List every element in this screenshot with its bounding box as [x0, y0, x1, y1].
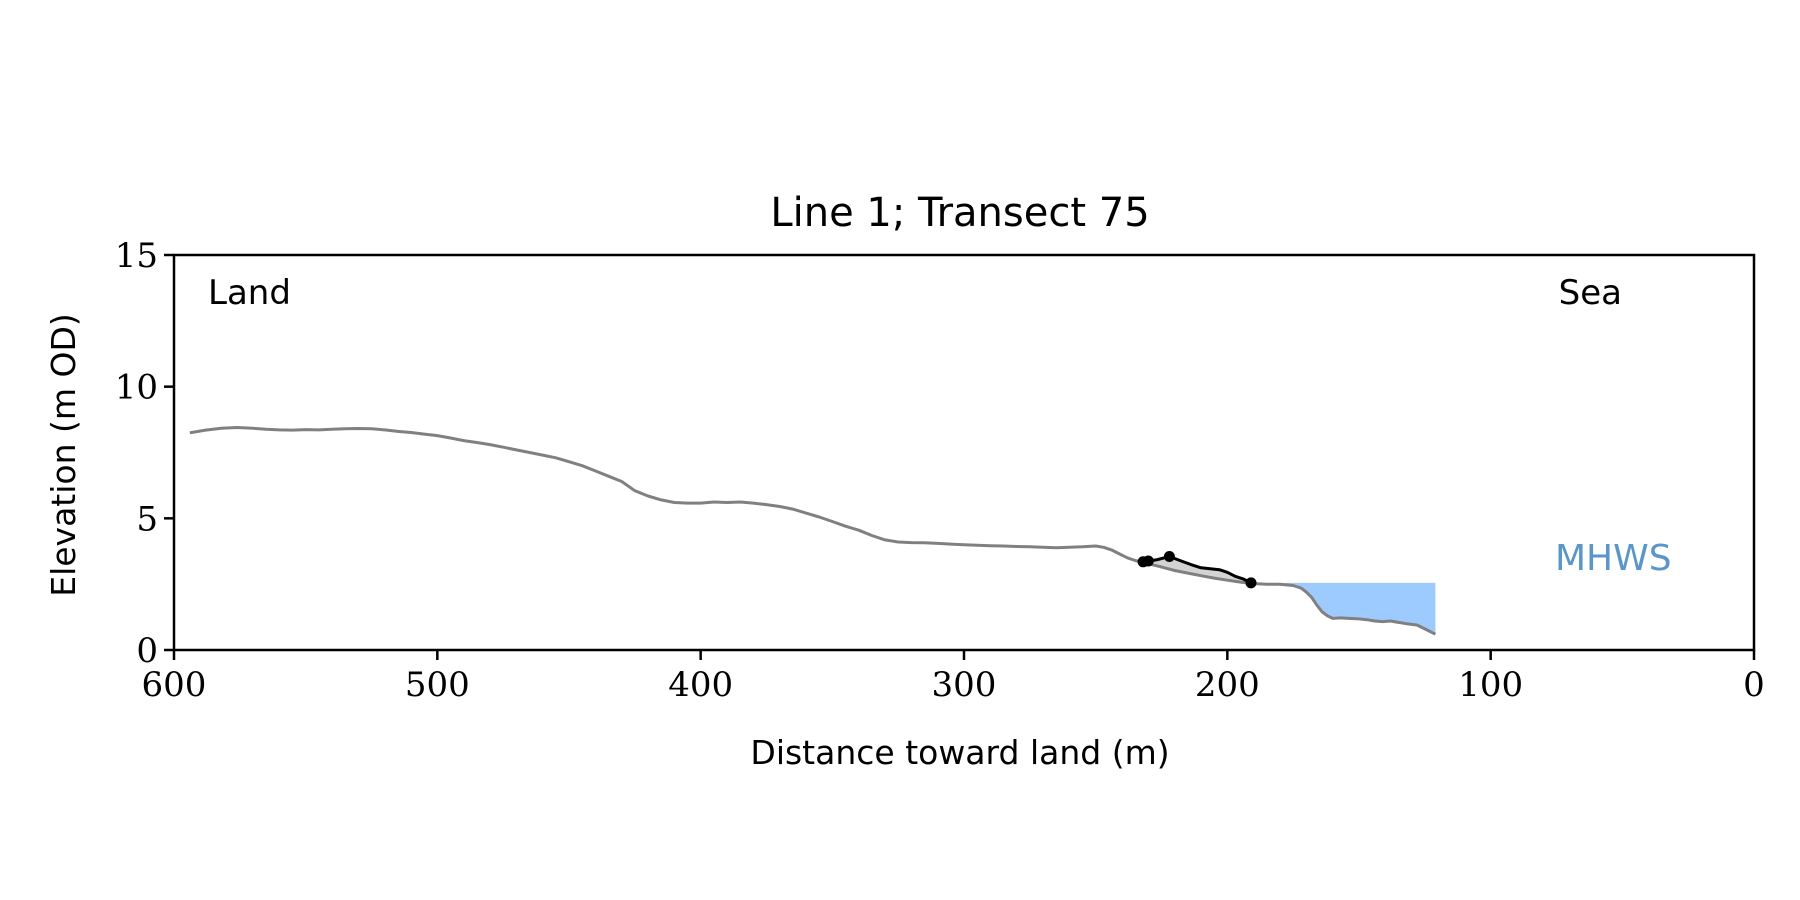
sea-annotation: Sea — [1559, 273, 1622, 313]
profile-line — [189, 426, 1437, 636]
x-tick-label: 0 — [1743, 665, 1765, 705]
plot-area: 600 500 400 300 200 100 0 0 5 10 15 — [115, 236, 1765, 705]
x-tick-label: 300 — [932, 665, 997, 705]
y-axis-label: Elevation (m OD) — [44, 313, 83, 597]
y-tick-label: 5 — [136, 499, 158, 539]
mhws-label: MHWS — [1555, 538, 1672, 579]
survey-marker — [1245, 577, 1257, 589]
survey-segment-line — [1142, 555, 1252, 585]
x-tick-label: 500 — [405, 665, 470, 705]
x-tick-label: 400 — [668, 665, 733, 705]
y-tick-label: 0 — [136, 631, 158, 671]
y-tick-label: 10 — [115, 368, 158, 408]
x-tick-label: 200 — [1195, 665, 1260, 705]
land-annotation: Land — [208, 273, 291, 313]
survey-marker — [1142, 555, 1154, 567]
survey-marker — [1163, 551, 1175, 562]
x-axis-label: Distance toward land (m) — [750, 733, 1169, 772]
x-tick-label: 100 — [1458, 665, 1523, 705]
x-tick-label: 600 — [142, 665, 207, 705]
y-tick-label: 15 — [115, 236, 158, 276]
plot-frame — [172, 253, 1756, 652]
mhws-water-area — [1285, 582, 1436, 635]
change-fill-area — [1143, 556, 1251, 584]
chart-title: Line 1; Transect 75 — [770, 190, 1149, 236]
